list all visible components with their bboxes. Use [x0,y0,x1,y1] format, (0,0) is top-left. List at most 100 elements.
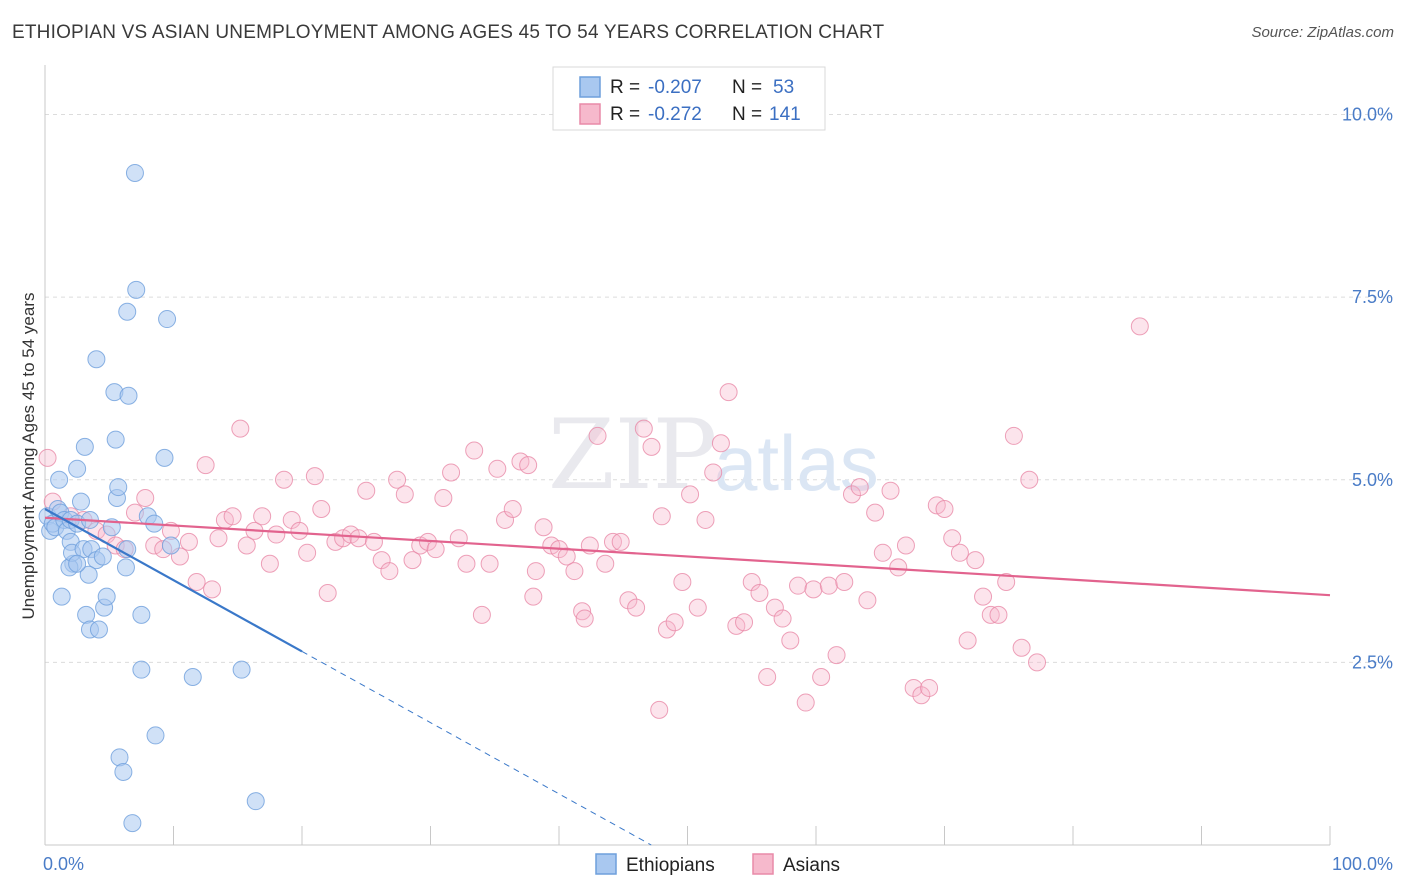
data-point-asians [866,503,885,522]
data-point-ethiopians [79,565,98,584]
data-point-asians [260,554,279,573]
data-point-ethiopians [232,660,251,679]
data-point-ethiopians [93,547,112,566]
trend-line-asians [44,516,1331,597]
chart-title: ETHIOPIAN VS ASIAN UNEMPLOYMENT AMONG AG… [12,22,885,43]
data-point-asians [920,678,939,697]
data-point-asians [912,686,931,705]
data-point-ethiopians [97,587,116,606]
data-point-asians [634,419,653,438]
data-point-asians [704,463,723,482]
data-point-asians [267,525,286,544]
data-point-asians [472,605,491,624]
n-label-ethiopians: N = [732,77,762,98]
data-point-asians [603,532,622,551]
data-point-asians [735,613,754,632]
x-tick-label: 0.0% [43,854,84,874]
data-point-asians [434,489,453,508]
data-point-asians [904,678,923,697]
legend-swatch-asians [752,853,774,875]
data-point-asians [231,419,250,438]
data-point-asians [827,646,846,665]
n-value-asians: 141 [769,104,801,125]
y-tick-label: 2.5% [1352,652,1393,672]
data-point-asians [253,507,272,526]
data-point-asians [209,529,228,548]
r-value-asians: -0.272 [648,104,702,125]
data-point-asians [981,605,1000,624]
data-point-ethiopians [68,459,87,478]
series-legend: Ethiopians Asians [595,853,840,876]
r-value-ethiopians: -0.207 [648,77,702,98]
data-point-asians [565,562,584,581]
data-point-asians [657,620,676,639]
data-point-asians [519,456,538,475]
y-tick-label: 5.0% [1352,470,1393,490]
data-point-ethiopians [68,554,87,573]
data-point-asians [1130,317,1149,336]
data-point-asians [275,470,294,489]
data-point-asians [642,437,661,456]
data-point-asians [688,598,707,617]
data-point-ethiopians [132,660,151,679]
n-label-asians: N = [732,104,762,125]
data-point-ethiopians [123,814,142,833]
r-label-asians: R = [610,104,640,125]
data-point-asians [187,573,206,592]
data-point-asians [357,481,376,500]
data-point-asians [596,554,615,573]
data-point-asians [203,580,222,599]
data-point-asians [588,426,607,445]
data-point-asians [503,499,522,518]
data-point-asians [480,554,499,573]
data-point-asians [896,536,915,555]
data-point-asians [349,529,368,548]
data-point-asians [449,529,468,548]
data-point-asians [611,532,630,551]
data-point-asians [850,478,869,497]
data-point-asians [426,540,445,559]
gridlines [45,114,1392,663]
trend-extrapolation-ethiopians [301,650,652,846]
trend-line-ethiopians [44,508,303,653]
data-point-asians [966,551,985,570]
data-point-asians [403,551,422,570]
data-point-ethiopians [146,726,165,745]
data-point-asians [835,573,854,592]
x-tick-label: 100.0% [1332,854,1393,874]
data-point-asians [237,536,256,555]
data-point-ethiopians [246,792,265,811]
data-point-asians [442,463,461,482]
data-point-asians [557,547,576,566]
data-point-asians [789,576,808,595]
data-point-ethiopians [158,310,177,329]
data-point-asians [298,543,317,562]
data-point-asians [526,562,545,581]
data-point-ethiopians [52,587,71,606]
data-point-asians [750,583,769,602]
data-point-asians [465,441,484,460]
data-point-ethiopians [183,667,202,686]
data-point-asians [136,489,155,508]
stats-swatch-ethiopians [579,76,601,98]
stats-legend: R = -0.207 N = 53 R = -0.272 N = 141 [552,66,826,131]
data-point-ethiopians [106,430,125,449]
data-point-asians [719,383,738,402]
data-point-asians [524,587,543,606]
axes [44,65,1331,846]
data-point-ethiopians [75,437,94,456]
data-point-asians [290,521,309,540]
data-point-asians [781,631,800,650]
data-point-asians [873,543,892,562]
data-point-ethiopians [155,448,174,467]
data-point-ethiopians [50,470,69,489]
legend-swatch-ethiopians [595,853,617,875]
data-point-asians [575,609,594,628]
data-point-ethiopians [89,620,108,639]
y-tick-label: 7.5% [1352,287,1393,307]
data-point-asians [673,573,692,592]
data-point-ethiopians [125,163,144,182]
data-point-asians [943,529,962,548]
chart-source: Source: ZipAtlas.com [1251,24,1394,41]
